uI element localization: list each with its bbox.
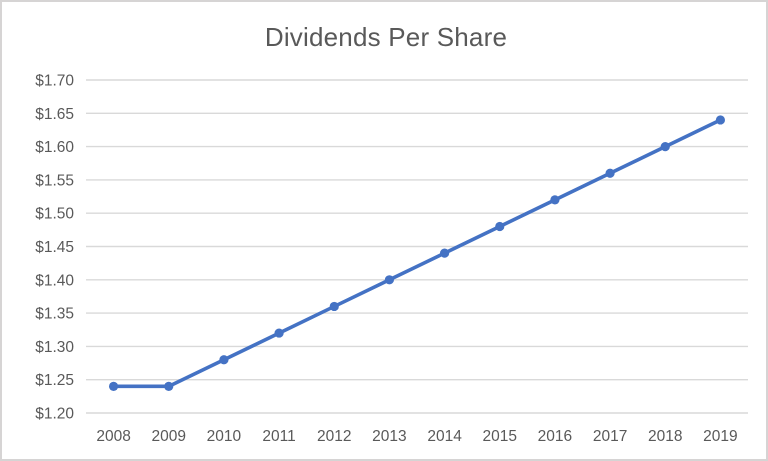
x-axis-tick-label: 2008 <box>96 428 130 445</box>
x-axis-tick-label: 2014 <box>427 428 462 445</box>
data-point-marker <box>550 195 560 205</box>
data-point-marker <box>329 301 339 312</box>
y-axis-tick-label: $1.25 <box>35 372 74 389</box>
y-axis-tick-label: $1.30 <box>35 339 74 356</box>
y-axis-tick-label: $1.45 <box>35 239 74 256</box>
x-axis-tick-label: 2018 <box>648 428 682 445</box>
data-point-marker <box>605 168 615 178</box>
x-axis-tick-label: 2009 <box>152 428 186 445</box>
data-point-marker <box>164 381 174 391</box>
y-axis-tick-label: $1.65 <box>35 106 74 123</box>
data-point-marker <box>660 142 670 152</box>
y-axis-tick-label: $1.55 <box>35 172 74 189</box>
x-axis-tick-label: 2012 <box>317 428 351 445</box>
x-axis-tick-label: 2017 <box>593 428 627 445</box>
x-axis-tick-label: 2011 <box>262 428 295 445</box>
chart-title: Dividends Per Share <box>264 22 508 52</box>
y-axis-tick-label: $1.70 <box>35 73 74 90</box>
data-point-marker <box>108 381 119 391</box>
series-line <box>111 118 723 389</box>
x-axis-tick-label: 2013 <box>372 428 406 445</box>
data-point-marker <box>715 115 726 125</box>
data-point-marker <box>384 275 395 285</box>
x-axis-tick-label: 2010 <box>207 428 242 445</box>
y-axis-tick-label: $1.60 <box>35 139 74 156</box>
y-axis-tick-label: $1.35 <box>35 306 74 323</box>
x-axis-tick-label: 2016 <box>538 428 572 445</box>
y-axis-tick-label: $1.40 <box>35 272 74 289</box>
x-axis-tick-label: 2015 <box>483 428 517 445</box>
data-point-marker <box>495 221 505 232</box>
data-point-marker <box>439 248 450 258</box>
x-axis-tick-label: 2019 <box>703 428 737 445</box>
data-point-marker <box>274 328 284 338</box>
y-axis-tick-label: $1.50 <box>35 206 74 223</box>
data-point-marker <box>219 355 229 365</box>
y-axis-tick-label: $1.20 <box>35 406 74 423</box>
